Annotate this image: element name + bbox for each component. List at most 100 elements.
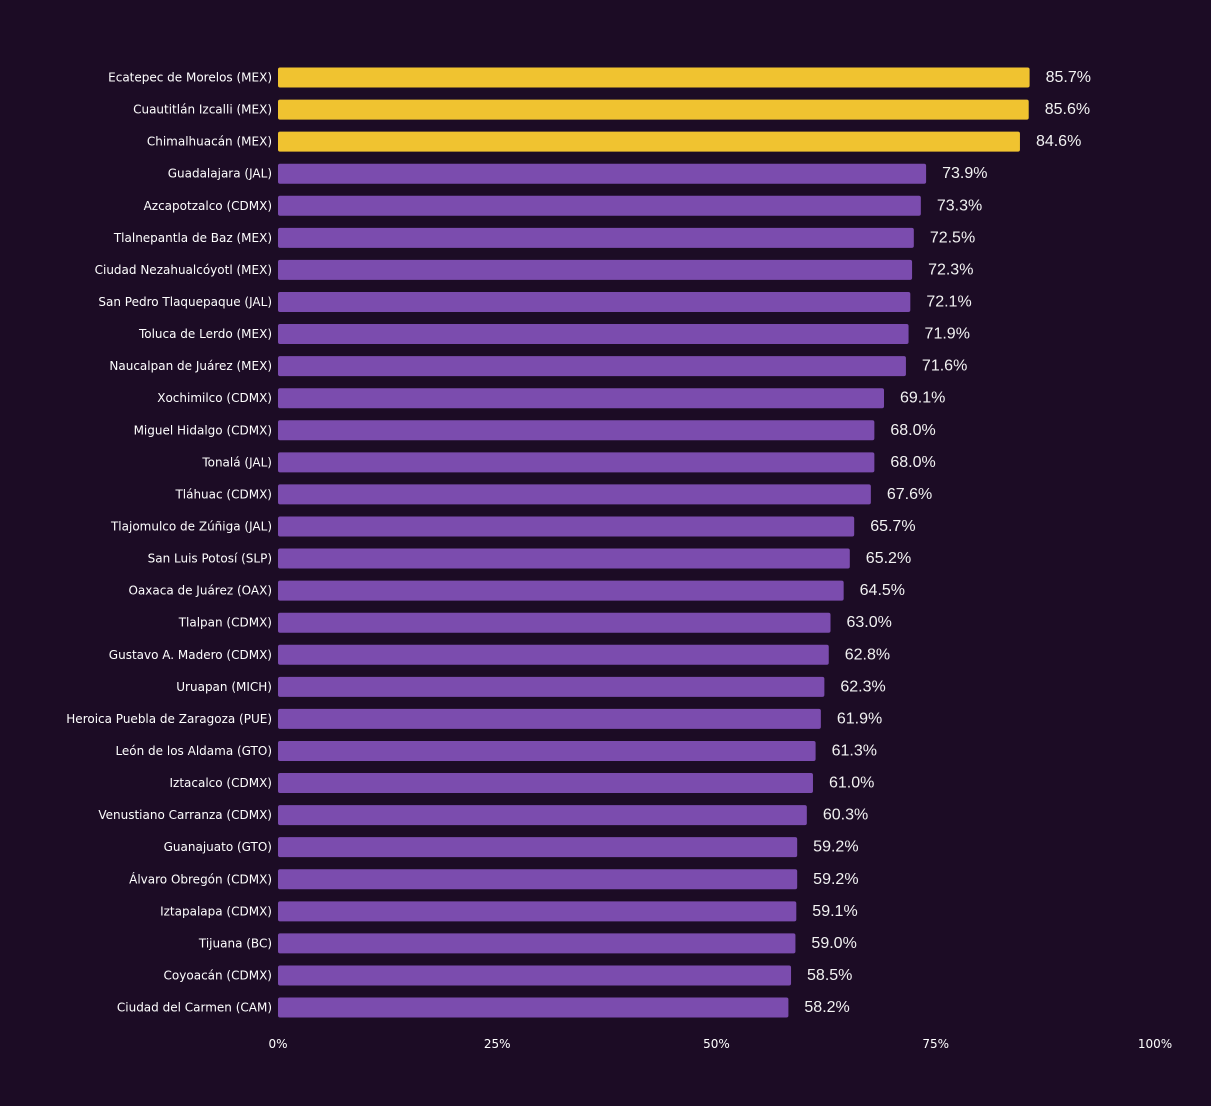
category-label: Coyoacán (CDMX) [164,968,272,982]
bar [278,388,885,409]
value-label: 72.5% [930,229,975,246]
value-label: 71.6% [922,358,967,375]
bar [278,933,796,954]
value-label: 63.0% [847,614,892,631]
bar [278,484,871,505]
value-label: 85.7% [1046,69,1091,86]
bar [278,99,1029,120]
bar [278,837,798,858]
category-label: Guadalajara (JAL) [168,167,272,181]
value-label: 61.9% [837,710,882,727]
bar [278,131,1020,152]
value-label: 73.9% [942,165,987,182]
x-tick-label: 0% [268,1037,287,1051]
value-labels-group: 85.7% 85.6% 84.6% 73.9% 73.3% 72.5% 72.3% 72.1%… [804,69,1091,1016]
category-label: Heroica Puebla de Zaragoza (PUE) [66,712,272,726]
value-label: 72.1% [926,293,971,310]
x-tick-label: 50% [703,1037,730,1051]
category-label: Cuautitlán Izcalli (MEX) [133,103,272,117]
bar [278,516,855,537]
category-label: Uruapan (MICH) [176,680,272,694]
value-label: 72.3% [928,261,973,278]
x-tick-label: 100% [1138,1037,1172,1051]
bar [278,356,906,377]
category-label: San Luis Potosí (SLP) [148,552,272,566]
category-label: Iztapalapa (CDMX) [160,904,272,918]
value-label: 59.2% [813,871,858,888]
category-labels-group: Ecatepec de Morelos (MEX) Cuautitlán Izca… [66,71,272,1015]
bar [278,259,913,280]
bar [278,67,1030,88]
value-label: 67.6% [887,486,932,503]
category-label: Miguel Hidalgo (CDMX) [134,423,272,437]
category-label: Gustavo A. Madero (CDMX) [109,648,272,662]
value-label: 62.3% [840,678,885,695]
bar [278,965,792,986]
category-label: Tonalá (JAL) [201,455,272,469]
bars-group [278,67,1030,1018]
bar [278,195,921,216]
value-label: 84.6% [1036,133,1081,150]
bar [278,420,875,441]
category-label: Guanajuato (GTO) [164,840,272,854]
bar [278,163,927,184]
bar [278,676,825,697]
category-label: Tlalpan (CDMX) [178,616,272,630]
category-label: Tijuana (BC) [198,936,272,950]
bar [278,805,807,826]
x-tick-label: 25% [484,1037,511,1051]
value-label: 69.1% [900,390,945,407]
bar [278,740,816,761]
bar [278,291,911,312]
bar [278,901,797,922]
bar [278,612,831,633]
bar [278,644,829,665]
value-label: 68.0% [890,454,935,471]
category-label: Oaxaca de Juárez (OAX) [128,584,272,598]
value-label: 59.0% [811,935,856,952]
value-label: 59.2% [813,839,858,856]
value-label: 65.7% [870,518,915,535]
category-label: Naucalpan de Juárez (MEX) [109,359,272,373]
bar [278,997,789,1018]
bar [278,227,914,248]
category-label: Tlajomulco de Zúñiga (JAL) [110,519,272,533]
bar [278,324,909,345]
category-label: Iztacalco (CDMX) [170,776,273,790]
category-label: San Pedro Tlaquepaque (JAL) [98,295,272,309]
bar [278,708,821,729]
value-label: 62.8% [845,646,890,663]
x-tick-label: 75% [922,1037,949,1051]
bar [278,580,844,601]
value-label: 59.1% [812,903,857,920]
category-label: Ciudad Nezahualcóyotl (MEX) [95,263,272,277]
category-label: Ecatepec de Morelos (MEX) [108,71,272,85]
category-label: Ciudad del Carmen (CAM) [117,1001,272,1015]
category-label: Tlalnepantla de Baz (MEX) [113,231,272,245]
category-label: Azcapotzalco (CDMX) [144,199,272,213]
bar [278,548,850,569]
category-label: Toluca de Lerdo (MEX) [138,327,272,341]
value-label: 85.6% [1045,101,1090,118]
value-label: 61.3% [832,742,877,759]
value-label: 65.2% [866,550,911,567]
value-label: 61.0% [829,775,874,792]
bar [278,452,875,473]
category-label: Álvaro Obregón (CDMX) [129,871,272,886]
value-label: 68.0% [890,422,935,439]
bar [278,773,813,794]
value-label: 58.2% [804,999,849,1016]
value-label: 71.9% [925,326,970,343]
value-label: 58.5% [807,967,852,984]
value-label: 64.5% [860,582,905,599]
category-label: León de los Aldama (GTO) [115,744,272,758]
x-axis-ticks-group: 0% 25% 50% 75% 100% [268,1037,1172,1051]
category-label: Chimalhuacán (MEX) [147,135,272,149]
value-label: 73.3% [937,197,982,214]
value-label: 60.3% [823,807,868,824]
category-label: Venustiano Carranza (CDMX) [98,808,272,822]
category-label: Xochimilco (CDMX) [157,391,272,405]
bar [278,869,798,890]
category-label: Tláhuac (CDMX) [174,487,272,501]
